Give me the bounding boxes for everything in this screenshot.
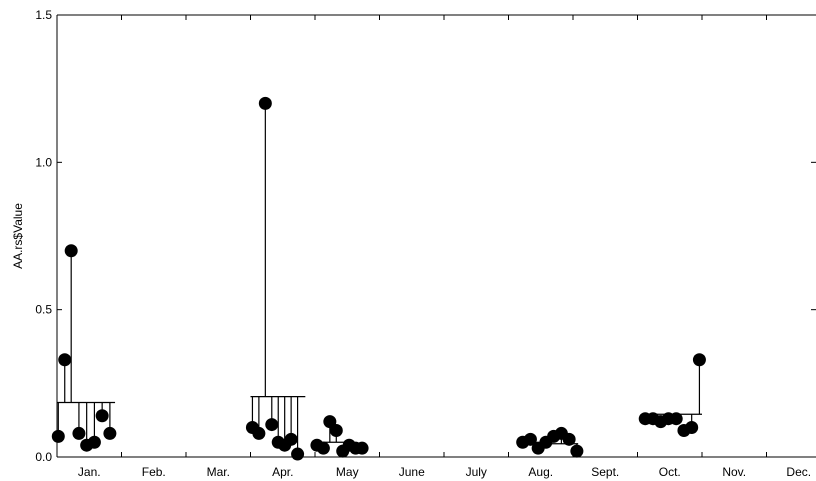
data-points — [51, 96, 706, 461]
data-point — [252, 426, 266, 440]
y-axis-label: AA.rs$Value — [11, 203, 25, 269]
data-point — [329, 423, 343, 437]
data-point — [95, 409, 109, 423]
month-label: June — [399, 465, 425, 479]
month-labels: Jan. Feb. Mar. Apr. May June July Aug. Sept. Oct.… — [78, 465, 811, 479]
y-tick-label: 1.0 — [35, 155, 52, 169]
data-point — [64, 244, 78, 258]
data-point — [316, 441, 330, 455]
data-point — [523, 432, 537, 446]
month-label: Sept. — [591, 465, 619, 479]
month-label: Jan. — [78, 465, 101, 479]
data-point — [103, 426, 117, 440]
plot-frame — [56, 14, 816, 458]
data-point — [355, 441, 369, 455]
data-point — [51, 429, 65, 443]
data-point — [87, 435, 101, 449]
data-point — [669, 412, 683, 426]
data-point — [291, 447, 305, 461]
stems — [57, 103, 701, 455]
y-tick-label: 0.0 — [35, 450, 52, 464]
month-label: Dec. — [786, 465, 811, 479]
data-point — [692, 353, 706, 367]
y-tick-label: 0.5 — [35, 303, 52, 317]
x-axis-ticks — [56, 15, 767, 457]
month-label: Feb. — [142, 465, 166, 479]
data-point — [265, 418, 279, 432]
month-label: Oct. — [659, 465, 681, 479]
reference-lines — [57, 395, 702, 445]
data-point — [258, 96, 272, 110]
y-axis-ticks: 0.0 0.5 1.0 1.5 — [35, 8, 816, 464]
y-tick-label: 1.5 — [35, 8, 52, 22]
month-label: Nov. — [722, 465, 746, 479]
data-point — [570, 444, 584, 458]
month-label: Mar. — [207, 465, 230, 479]
data-point — [58, 353, 72, 367]
data-point — [562, 432, 576, 446]
data-point — [685, 421, 699, 435]
data-point — [72, 426, 86, 440]
month-label: July — [466, 465, 487, 479]
data-point — [284, 432, 298, 446]
month-label: Apr. — [272, 465, 293, 479]
month-label: Aug. — [528, 465, 553, 479]
month-label: May — [336, 465, 359, 479]
